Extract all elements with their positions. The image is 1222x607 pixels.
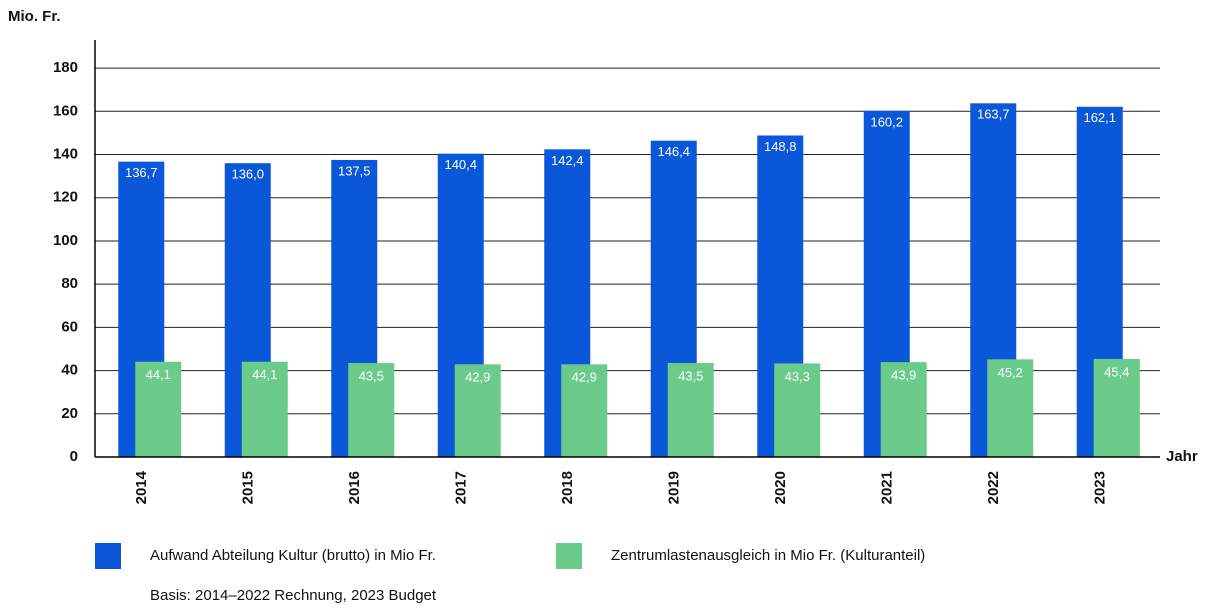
- x-tick-label: 2014: [133, 470, 150, 504]
- legend-swatch: [95, 543, 121, 569]
- value-label: 45,4: [1104, 364, 1129, 379]
- value-label: 43,5: [678, 368, 703, 383]
- value-label: 42,9: [465, 370, 490, 385]
- value-label: 148,8: [764, 139, 797, 154]
- value-label: 43,3: [785, 369, 810, 384]
- value-label: 163,7: [977, 107, 1010, 122]
- bar: [880, 362, 927, 457]
- x-tick-label: 2016: [346, 471, 363, 504]
- x-tick-label: 2021: [879, 471, 896, 504]
- bar: [348, 363, 395, 457]
- value-label: 137,5: [338, 163, 371, 178]
- x-tick-label: 2020: [772, 471, 789, 504]
- x-axis-label: Jahr: [1166, 448, 1198, 465]
- bar: [241, 361, 288, 457]
- y-tick-label: 120: [53, 189, 78, 206]
- value-label: 44,1: [146, 367, 171, 382]
- legend-label: Zentrumlastenausgleich in Mio Fr. (Kultu…: [611, 547, 925, 564]
- y-tick-label: 40: [61, 362, 78, 379]
- y-tick-label: 80: [61, 275, 78, 292]
- bar: [135, 361, 182, 457]
- note: Basis: 2014–2022 Rechnung, 2023 Budget: [150, 587, 437, 604]
- y-tick-label: 160: [53, 102, 78, 119]
- value-label: 140,4: [444, 157, 477, 172]
- bar: [774, 363, 821, 457]
- x-tick-label: 2019: [666, 471, 683, 504]
- value-label: 146,4: [657, 144, 690, 159]
- y-axis-label: Mio. Fr.: [8, 8, 61, 25]
- value-label: 142,4: [551, 153, 584, 168]
- y-tick-label: 20: [61, 405, 78, 422]
- value-label: 43,9: [891, 368, 916, 383]
- y-tick-label: 60: [61, 318, 78, 335]
- value-label: 45,2: [998, 365, 1023, 380]
- x-tick-label: 2023: [1092, 471, 1109, 504]
- y-tick-label: 100: [53, 232, 78, 249]
- bar: [667, 363, 714, 457]
- value-label: 136,0: [231, 167, 264, 182]
- legend-swatch: [556, 543, 582, 569]
- legend-label: Aufwand Abteilung Kultur (brutto) in Mio…: [150, 547, 436, 564]
- value-label: 160,2: [870, 114, 903, 129]
- bar: [987, 359, 1034, 457]
- y-tick-label: 0: [70, 448, 78, 465]
- x-tick-label: 2022: [985, 471, 1002, 504]
- x-tick-label: 2018: [559, 471, 576, 504]
- value-label: 136,7: [125, 165, 158, 180]
- y-tick-label: 180: [53, 59, 78, 76]
- x-tick-label: 2015: [240, 471, 257, 504]
- y-tick-label: 140: [53, 145, 78, 162]
- value-label: 43,5: [359, 368, 384, 383]
- x-tick-label: 2017: [453, 471, 470, 504]
- value-label: 44,1: [252, 367, 277, 382]
- bar: [1093, 358, 1140, 457]
- value-label: 162,1: [1083, 110, 1116, 125]
- bar: [561, 364, 608, 457]
- value-label: 42,9: [572, 370, 597, 385]
- bar: [454, 364, 501, 457]
